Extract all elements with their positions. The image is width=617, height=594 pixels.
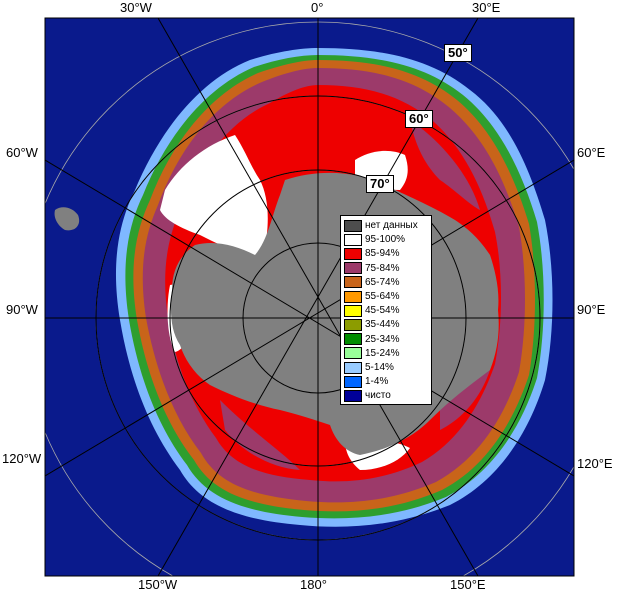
legend-swatch	[344, 219, 362, 232]
lon-label-0: 0°	[311, 0, 324, 15]
legend-swatch	[344, 304, 362, 317]
legend-label: 65-74%	[365, 276, 400, 288]
lon-label-30e: 30°E	[472, 0, 501, 15]
lon-label-90w: 90°W	[6, 302, 38, 317]
lon-label-30w: 30°W	[120, 0, 152, 15]
legend-swatch	[344, 361, 362, 374]
legend-item: 35-44%	[344, 318, 399, 331]
ice-patch-purple-1	[410, 120, 480, 210]
legend-swatch	[344, 347, 362, 360]
legend-label: 85-94%	[365, 248, 400, 260]
legend-label: 25-34%	[365, 333, 400, 345]
lon-label-60e: 60°E	[577, 145, 606, 160]
lat-label-60: 60°	[405, 110, 433, 128]
ice-concentration-legend: нет данных 95-100% 85-94% 75-84% 65-74% 55-64…	[340, 215, 432, 405]
legend-label: 5-14%	[365, 362, 394, 373]
legend-label: нет данных	[365, 220, 418, 231]
legend-item: 55-64%	[344, 290, 399, 303]
legend-label: 45-54%	[365, 305, 400, 317]
legend-swatch	[344, 375, 362, 388]
legend-label: 95-100%	[365, 234, 406, 246]
ice-patch-purple-2	[220, 400, 300, 470]
legend-item: 85-94%	[344, 247, 399, 260]
legend-item: 15-24%	[344, 347, 399, 360]
legend-label: 15-24%	[365, 347, 400, 359]
legend-swatch	[344, 290, 362, 303]
lon-label-120e: 120°E	[577, 456, 613, 471]
legend-label: 35-44%	[365, 319, 400, 331]
legend-swatch	[344, 262, 362, 275]
lat-label-50: 50°	[444, 44, 472, 62]
legend-swatch	[344, 276, 362, 289]
legend-swatch	[344, 233, 362, 246]
map-frame	[44, 17, 575, 577]
legend-swatch	[344, 247, 362, 260]
legend-label: 75-84%	[365, 262, 400, 274]
land-speck-west	[54, 207, 80, 231]
legend-swatch	[344, 389, 362, 402]
legend-item: нет данных	[344, 219, 418, 232]
legend-swatch	[344, 318, 362, 331]
lon-label-150w: 150°W	[138, 577, 178, 592]
legend-item: 25-34%	[344, 333, 399, 346]
lon-label-120w: 120°W	[2, 451, 42, 466]
ice-zone-95-100-west	[160, 135, 268, 260]
legend-item: 1-4%	[344, 375, 388, 388]
legend-item: 75-84%	[344, 262, 399, 275]
legend-item: 65-74%	[344, 276, 399, 289]
lon-label-90e: 90°E	[577, 302, 606, 317]
lon-label-60w: 60°W	[6, 145, 38, 160]
legend-item: чисто	[344, 389, 391, 402]
lon-label-150e: 150°E	[450, 577, 486, 592]
legend-swatch	[344, 333, 362, 346]
legend-item: 45-54%	[344, 304, 399, 317]
legend-item: 95-100%	[344, 233, 405, 246]
legend-item: 5-14%	[344, 361, 394, 374]
legend-label: чисто	[365, 390, 391, 402]
lat-label-70: 70°	[366, 175, 394, 193]
lon-label-180: 180°	[300, 577, 327, 592]
legend-label: 55-64%	[365, 291, 400, 302]
legend-label: 1-4%	[365, 376, 389, 388]
